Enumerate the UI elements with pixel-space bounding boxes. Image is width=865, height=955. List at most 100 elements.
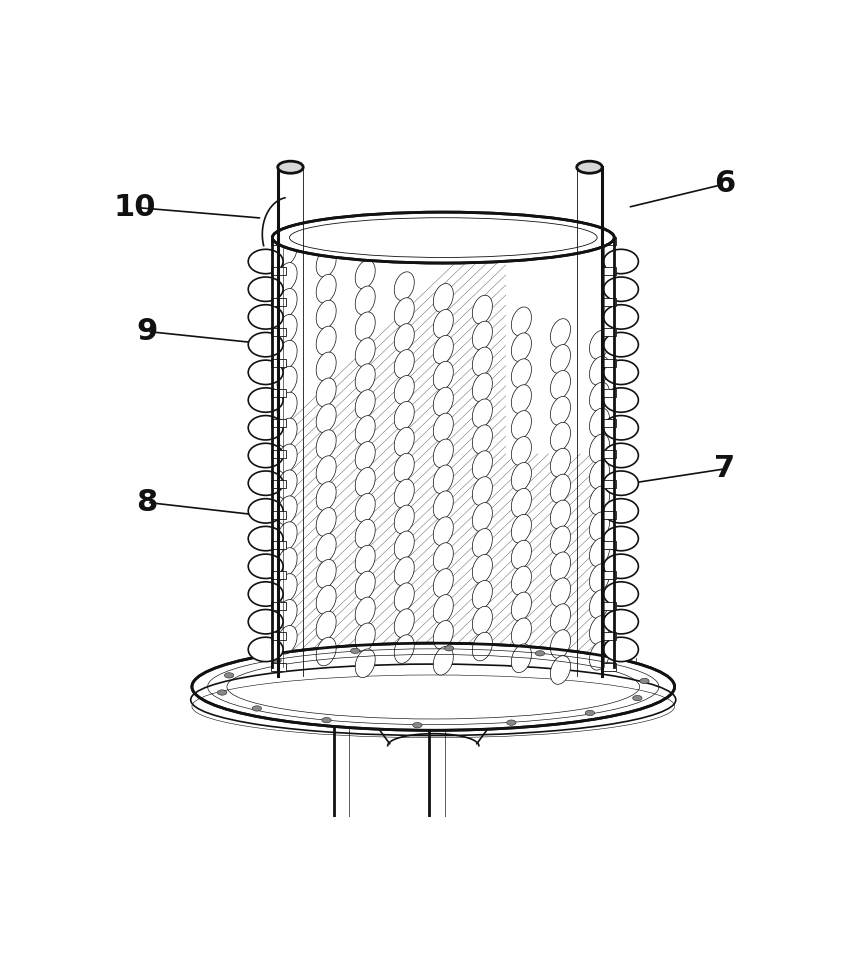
Ellipse shape (394, 427, 414, 456)
Ellipse shape (511, 515, 531, 543)
Bar (271, 450, 285, 457)
Ellipse shape (277, 393, 298, 421)
Ellipse shape (640, 678, 649, 684)
Ellipse shape (356, 545, 375, 574)
Ellipse shape (511, 618, 531, 647)
Ellipse shape (550, 629, 571, 658)
Bar (271, 329, 285, 336)
Bar (601, 511, 616, 519)
Ellipse shape (394, 583, 414, 611)
Ellipse shape (394, 375, 414, 404)
Ellipse shape (472, 295, 492, 324)
Bar (271, 480, 285, 488)
Ellipse shape (511, 307, 531, 335)
Ellipse shape (394, 479, 414, 508)
Ellipse shape (472, 502, 492, 531)
Ellipse shape (511, 462, 531, 491)
Ellipse shape (316, 430, 336, 458)
Ellipse shape (433, 361, 453, 390)
Ellipse shape (394, 350, 414, 378)
Ellipse shape (394, 298, 414, 327)
Ellipse shape (433, 517, 453, 545)
Ellipse shape (277, 574, 298, 603)
Ellipse shape (248, 526, 283, 551)
Ellipse shape (330, 824, 352, 832)
Ellipse shape (394, 505, 414, 534)
Ellipse shape (316, 611, 336, 640)
Ellipse shape (550, 448, 571, 477)
Text: 8: 8 (137, 488, 157, 517)
Ellipse shape (272, 212, 614, 263)
Ellipse shape (433, 465, 453, 494)
Ellipse shape (277, 521, 298, 550)
Ellipse shape (550, 500, 571, 529)
Ellipse shape (356, 571, 375, 600)
Ellipse shape (433, 568, 453, 597)
Ellipse shape (356, 338, 375, 367)
Ellipse shape (433, 284, 453, 312)
Text: 6: 6 (714, 169, 735, 199)
Ellipse shape (604, 582, 638, 606)
Ellipse shape (472, 347, 492, 375)
Ellipse shape (248, 360, 283, 385)
Ellipse shape (604, 249, 638, 274)
Ellipse shape (277, 496, 298, 524)
Ellipse shape (433, 542, 453, 571)
Bar (601, 329, 616, 336)
Ellipse shape (248, 249, 283, 274)
Ellipse shape (604, 277, 638, 302)
Ellipse shape (426, 823, 448, 833)
Ellipse shape (550, 475, 571, 503)
Ellipse shape (433, 491, 453, 520)
Ellipse shape (589, 616, 610, 645)
Bar (601, 358, 616, 367)
Bar (601, 450, 616, 457)
Ellipse shape (356, 312, 375, 341)
Ellipse shape (589, 408, 610, 436)
Ellipse shape (511, 592, 531, 621)
Ellipse shape (511, 566, 531, 595)
Ellipse shape (472, 451, 492, 479)
Bar (271, 571, 285, 580)
Ellipse shape (550, 578, 571, 606)
Ellipse shape (433, 595, 453, 624)
Ellipse shape (277, 367, 298, 395)
Ellipse shape (394, 324, 414, 352)
Ellipse shape (472, 399, 492, 428)
Bar (271, 358, 285, 367)
Ellipse shape (511, 333, 531, 362)
Ellipse shape (356, 467, 375, 496)
Ellipse shape (604, 388, 638, 413)
Bar (601, 663, 616, 670)
Ellipse shape (604, 332, 638, 357)
Ellipse shape (433, 335, 453, 364)
Ellipse shape (316, 508, 336, 537)
Ellipse shape (433, 647, 453, 675)
Ellipse shape (356, 415, 375, 444)
Bar (271, 632, 285, 640)
Ellipse shape (394, 557, 414, 585)
Ellipse shape (604, 360, 638, 385)
Bar (271, 237, 285, 245)
Ellipse shape (433, 414, 453, 442)
Ellipse shape (277, 600, 298, 628)
Ellipse shape (356, 494, 375, 522)
Ellipse shape (511, 541, 531, 569)
Ellipse shape (586, 711, 594, 715)
Ellipse shape (511, 385, 531, 414)
Ellipse shape (316, 248, 336, 277)
Ellipse shape (550, 552, 571, 581)
Ellipse shape (511, 359, 531, 388)
Ellipse shape (550, 345, 571, 373)
Ellipse shape (550, 656, 571, 685)
Ellipse shape (356, 390, 375, 418)
Ellipse shape (248, 582, 283, 606)
Ellipse shape (472, 373, 492, 402)
Bar (271, 602, 285, 610)
Ellipse shape (277, 314, 298, 343)
Ellipse shape (511, 644, 531, 672)
Ellipse shape (277, 418, 298, 447)
Ellipse shape (350, 648, 360, 653)
Ellipse shape (277, 288, 298, 317)
Ellipse shape (589, 563, 610, 592)
